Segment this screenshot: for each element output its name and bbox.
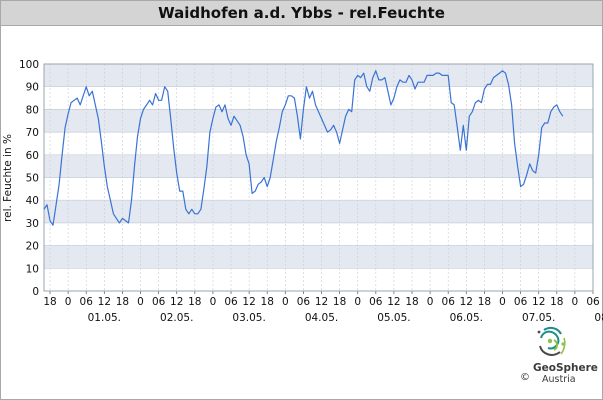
x-tick-label: 0	[499, 296, 506, 308]
x-tick-label: 12	[532, 296, 545, 308]
x-tick-label: 06	[369, 296, 383, 308]
date-label: 08.05.	[594, 312, 603, 324]
y-axis-label: rel. Feuchte in %	[2, 134, 14, 222]
y-tick-label: 40	[26, 195, 39, 207]
plot-band	[44, 132, 593, 155]
x-tick-label: 0	[572, 296, 579, 308]
plot-band	[44, 268, 593, 291]
x-tick-label: 18	[478, 296, 491, 308]
logo-name-line1: GeoSphere	[533, 362, 598, 374]
x-tick-label: 06	[80, 296, 94, 308]
x-tick-label: 0	[137, 296, 144, 308]
y-tick-label: 90	[26, 82, 39, 94]
date-label: 04.05.	[305, 312, 338, 324]
x-tick-label: 06	[514, 296, 528, 308]
logo-name-line2: Austria	[542, 374, 576, 385]
date-label: 03.05.	[232, 312, 265, 324]
y-tick-label: 0	[32, 286, 39, 298]
x-tick-label: 06	[442, 296, 456, 308]
date-label: 06.05.	[450, 312, 483, 324]
plot-band	[44, 245, 593, 269]
x-tick-label: 12	[170, 296, 183, 308]
x-tick-label: 0	[210, 296, 217, 308]
x-tick-label: 06	[224, 296, 238, 308]
x-tick-label: 18	[333, 296, 346, 308]
date-label: 02.05.	[160, 312, 193, 324]
x-tick-label: 0	[282, 296, 289, 308]
plot-band	[44, 200, 593, 223]
date-label: 07.05.	[522, 312, 555, 324]
y-tick-label: 80	[26, 104, 39, 116]
x-tick-label: 18	[261, 296, 274, 308]
y-tick-label: 20	[26, 241, 39, 253]
y-axis-ticks: 0 10 20 30 40 50 60 70 80 90 100	[19, 59, 39, 298]
x-tick-label: 0	[65, 296, 72, 308]
x-tick-label: 12	[460, 296, 473, 308]
x-axis-ticks: 18 0 06 12 18 0 06 12 18 0 06 12 18 0 06 12 18 0 06 12 18 0 06…	[43, 291, 600, 308]
x-tick-label: 06	[586, 296, 600, 308]
date-labels: 01.05. 02.05. 03.05. 04.05. 05.05. 06.05. 07.0…	[88, 312, 603, 324]
y-tick-label: 10	[26, 263, 39, 275]
x-tick-label: 0	[354, 296, 361, 308]
y-tick-label: 60	[26, 150, 39, 162]
x-tick-label: 0	[427, 296, 434, 308]
x-tick-label: 18	[405, 296, 418, 308]
plot-band	[44, 222, 593, 246]
y-tick-label: 100	[19, 59, 39, 71]
date-label: 01.05.	[88, 312, 121, 324]
plot-band	[44, 177, 593, 201]
humidity-series-line	[43, 70, 564, 226]
x-tick-label: 12	[387, 296, 400, 308]
x-tick-label: 12	[242, 296, 255, 308]
series-group	[43, 70, 564, 226]
x-tick-label: 06	[297, 296, 311, 308]
logo-copyright: ©	[520, 372, 530, 383]
plot-band	[44, 86, 593, 110]
y-tick-label: 70	[26, 127, 39, 139]
x-tick-label: 18	[188, 296, 201, 308]
plot-area-border	[43, 63, 594, 292]
x-tick-label: 12	[98, 296, 111, 308]
x-tick-label: 18	[550, 296, 563, 308]
geosphere-logo-icon	[537, 326, 566, 356]
chart-title: Waidhofen a.d. Ybbs - rel.Feuchte	[1, 1, 602, 26]
y-tick-label: 30	[26, 218, 39, 230]
y-tick-label: 50	[26, 173, 39, 185]
plot-band	[44, 64, 593, 87]
x-tick-label: 12	[315, 296, 328, 308]
date-label: 05.05.	[377, 312, 410, 324]
x-tick-label: 18	[43, 296, 56, 308]
x-tick-label: 18	[116, 296, 129, 308]
x-tick-label: 06	[152, 296, 166, 308]
plot-band	[44, 154, 593, 178]
